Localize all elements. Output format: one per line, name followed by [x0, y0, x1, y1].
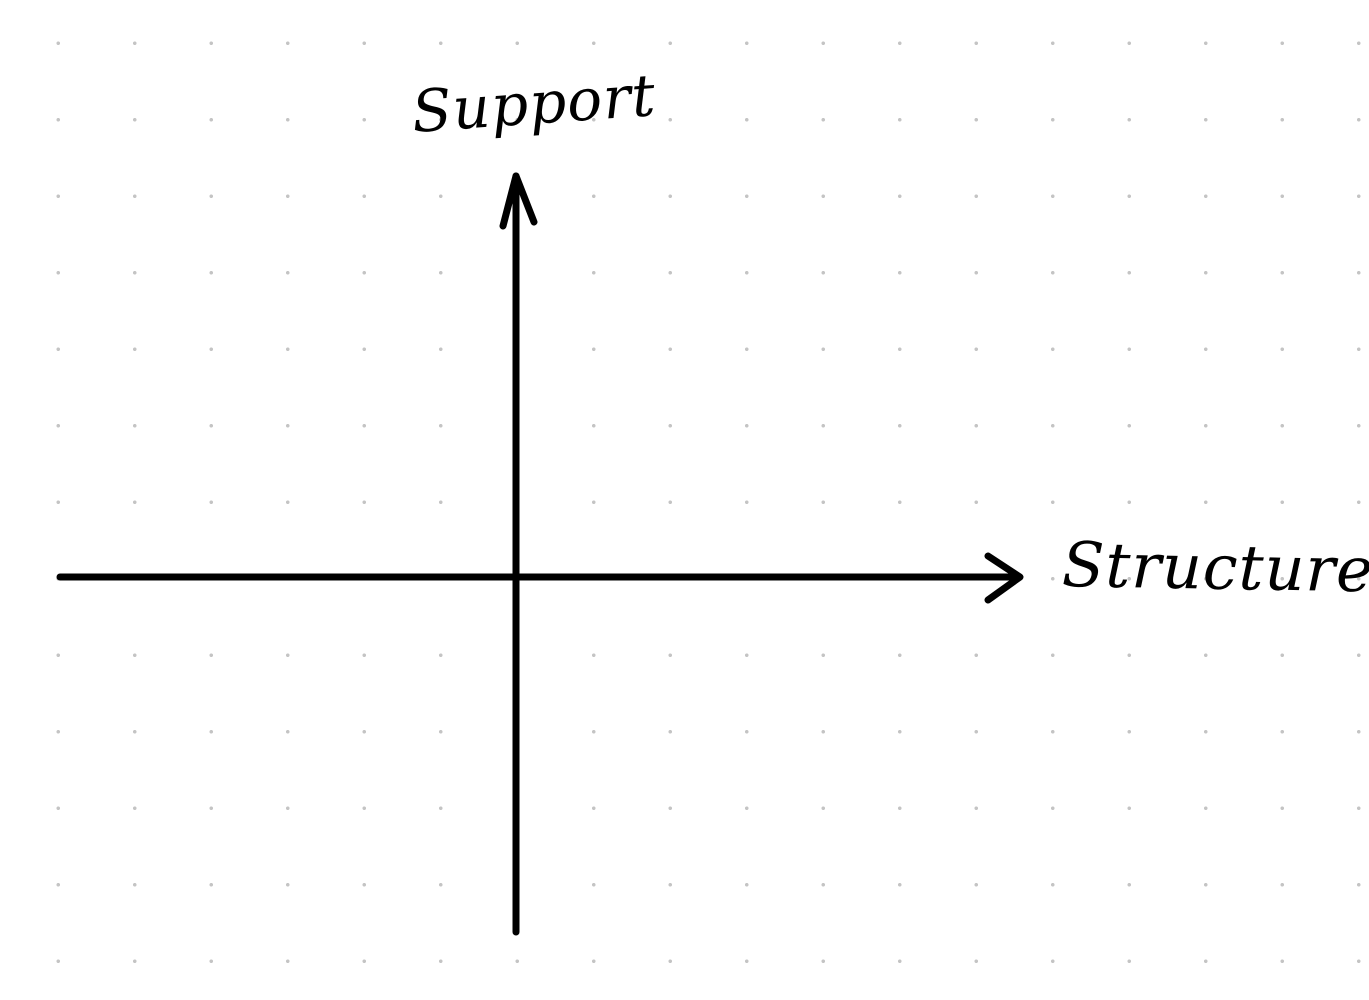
- y-axis-arrowhead: [499, 172, 538, 230]
- x-axis-label: Structure: [1061, 528, 1369, 607]
- x-axis: [56, 552, 1024, 604]
- y-axis: [499, 172, 538, 936]
- x-axis-arrowhead: [984, 552, 1024, 604]
